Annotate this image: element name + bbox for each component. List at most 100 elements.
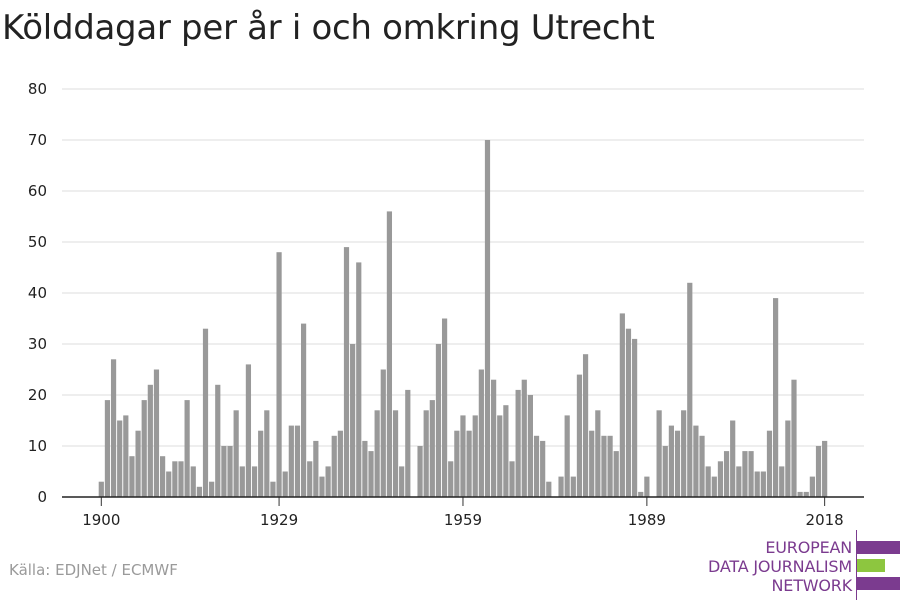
bar-1975 [558,476,564,497]
bar-1920 [221,446,227,497]
logo-line-1: EUROPEAN [765,538,852,557]
bar-1997 [693,425,699,497]
bars [98,140,828,497]
bar-1991 [656,410,662,497]
bar-1900 [98,481,104,497]
bar-2005 [742,451,748,497]
bar-1923 [239,466,245,497]
x-tick-label: 2018 [806,511,844,529]
bar-1958 [454,430,460,497]
y-tick-label: 50 [28,233,47,251]
y-tick-label: 70 [28,131,47,149]
bar-2014 [797,491,803,497]
bar-1962 [478,369,484,497]
bar-1944 [368,451,374,497]
chart-title: Kölddagar per år i och omkring Utrecht [2,8,655,48]
bar-1914 [184,400,190,497]
bar-2004 [736,466,742,497]
logo-line-3: NETWORK [771,576,853,595]
bar-1916 [196,486,202,497]
bar-2010 [773,298,779,497]
y-tick-label: 30 [28,335,47,353]
bar-1910 [160,456,166,497]
bar-1978 [576,374,583,497]
bar-1980 [589,430,595,497]
bar-1909 [153,369,160,497]
bar-1950 [405,389,411,497]
bar-1932 [294,425,301,497]
bar-1996 [687,282,693,497]
bar-1977 [570,476,576,497]
bar-2016 [809,476,815,497]
gridlines [62,88,864,447]
bar-1970 [527,395,533,497]
bar-1925 [251,466,258,497]
bar-1934 [307,461,313,497]
bar-1903 [117,420,123,497]
bar-1945 [374,410,380,497]
logo-bar-purple-bottom [857,577,900,590]
bar-1960 [466,430,472,497]
bar-1911 [166,471,172,497]
bar-1949 [399,466,405,497]
bar-1973 [546,481,552,497]
bar-1955 [435,344,442,497]
x-tick-labels: 1900 1929 1959 1989 2018 [82,497,844,529]
bar-1947 [386,211,393,497]
bar-1941 [350,344,356,497]
bar-1963 [484,140,491,497]
bar-2015 [803,491,809,497]
bar-2006 [748,451,754,497]
bar-1936 [319,476,325,497]
bar-1999 [705,466,711,497]
x-tick-label: 1929 [260,511,298,529]
bar-1976 [564,415,570,497]
bar-1986 [625,328,632,497]
bar-1994 [674,430,681,497]
y-tick-label: 60 [28,182,47,200]
bar-2011 [779,466,785,497]
bar-2009 [766,430,773,497]
bar-1993 [668,425,674,497]
bar-1984 [613,451,619,497]
x-tick-label: 1900 [82,511,120,529]
bar-1938 [331,435,337,497]
bar-1913 [178,461,184,497]
logo-divider [856,530,857,600]
bar-2013 [791,379,797,497]
bar-1985 [619,313,625,497]
bar-1928 [270,481,276,497]
bar-1981 [595,410,601,497]
bar-2012 [785,420,791,497]
bar-1931 [288,425,294,497]
edjnet-logo: EUROPEAN DATA JOURNALISM NETWORK [700,530,900,600]
bar-1964 [491,379,497,497]
bar-2002 [723,451,730,497]
bar-1929 [276,252,282,497]
bar-1987 [632,338,638,497]
bar-1902 [110,359,117,497]
bar-1953 [423,410,429,497]
y-tick-label: 80 [28,80,47,98]
bar-1937 [325,466,331,497]
bar-1942 [356,262,362,497]
bar-1939 [337,430,343,497]
source-note: Källa: EDJNet / ECMWF [9,561,178,579]
y-tick-label: 20 [28,386,47,404]
bar-1940 [343,247,350,497]
x-tick-label: 1989 [628,511,666,529]
bar-1982 [601,435,607,497]
bar-1983 [607,435,613,497]
bar-1912 [172,461,178,497]
bar-1959 [460,415,466,497]
bar-1946 [380,369,386,497]
bar-2000 [711,476,717,497]
logo-bar-green [857,559,885,572]
bar-1933 [300,323,307,497]
bar-1943 [362,440,368,497]
bar-1998 [699,435,705,497]
bar-1956 [441,318,448,497]
bar-1905 [129,456,135,497]
bar-1921 [227,446,233,497]
